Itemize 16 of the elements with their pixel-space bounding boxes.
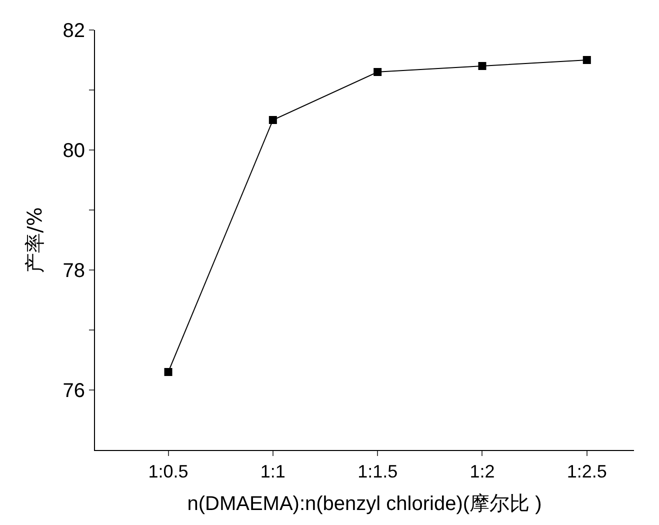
point [268,116,277,124]
y-tick-label: 78 [62,260,85,282]
y-tick-label: 82 [62,20,85,42]
x-tick-label: 1:2.5 [566,462,607,482]
point [164,368,172,376]
x-tick-label: 1:1.5 [358,462,398,482]
point [582,56,591,64]
point [478,62,486,70]
y-axis-title: 产率/% [22,207,46,273]
x-axis-title: n(DMAEMA):n(benzyl chloride)(摩尔比 ) [187,493,542,516]
x-tick-label: 1:0.5 [148,462,188,482]
x-tick-label: 1:2 [470,462,495,482]
y-tick-label: 80 [62,140,85,162]
point [374,68,382,76]
y-tick-label: 76 [62,380,85,402]
x-tick-label: 1:1 [260,462,286,482]
